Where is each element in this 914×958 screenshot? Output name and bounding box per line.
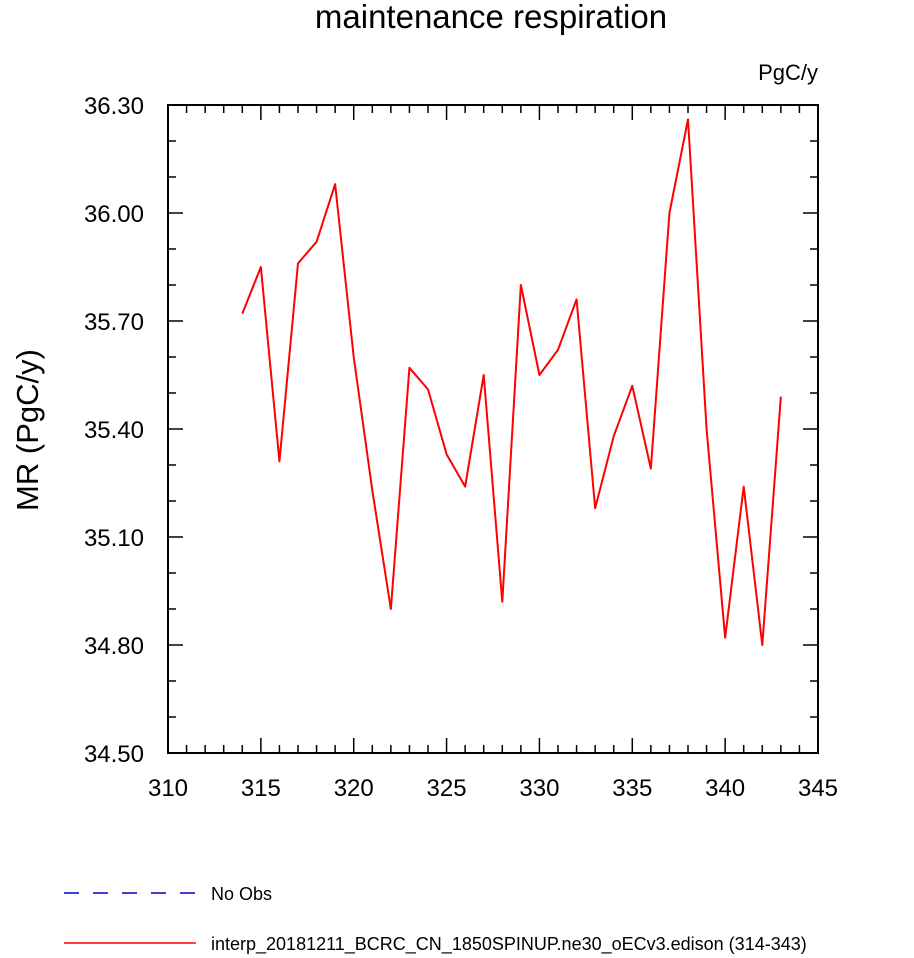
chart-title: maintenance respiration [315,0,667,35]
y-tick-label: 36.00 [84,201,144,228]
plot-frame [167,104,819,754]
y-tick-label: 35.10 [84,525,144,552]
x-tick-label: 345 [798,775,838,802]
x-tick-label: 310 [148,775,188,802]
x-tick-label: 325 [427,775,467,802]
y-tick-label: 35.70 [84,309,144,336]
series-line [241,118,782,646]
x-tick-label: 340 [705,775,745,802]
legend-label-model: interp_20181211_BCRC_CN_1850SPINUP.ne30_… [211,934,807,955]
x-tick-label: 335 [612,775,652,802]
legend-label-no-obs: No Obs [211,884,272,904]
axis-tick-labels: 310 315 320 325 330 335 340 345 34.50 34.80 35.10 3… [84,93,838,802]
y-tick-label: 34.50 [84,741,144,768]
y-axis-label: MR (PgC/y) [10,349,45,511]
legend: No Obs interp_20181211_BCRC_CN_1850SPINU… [64,884,807,955]
x-tick-label: 320 [334,775,374,802]
y-tick-label: 34.80 [84,633,144,660]
x-tick-label: 330 [519,775,559,802]
x-tick-label: 315 [241,775,281,802]
axis-ticks [167,104,819,754]
y-tick-label: 36.30 [84,93,144,120]
series-layer [241,118,782,646]
units-label: PgC/y [758,60,818,85]
y-tick-label: 35.40 [84,417,144,444]
